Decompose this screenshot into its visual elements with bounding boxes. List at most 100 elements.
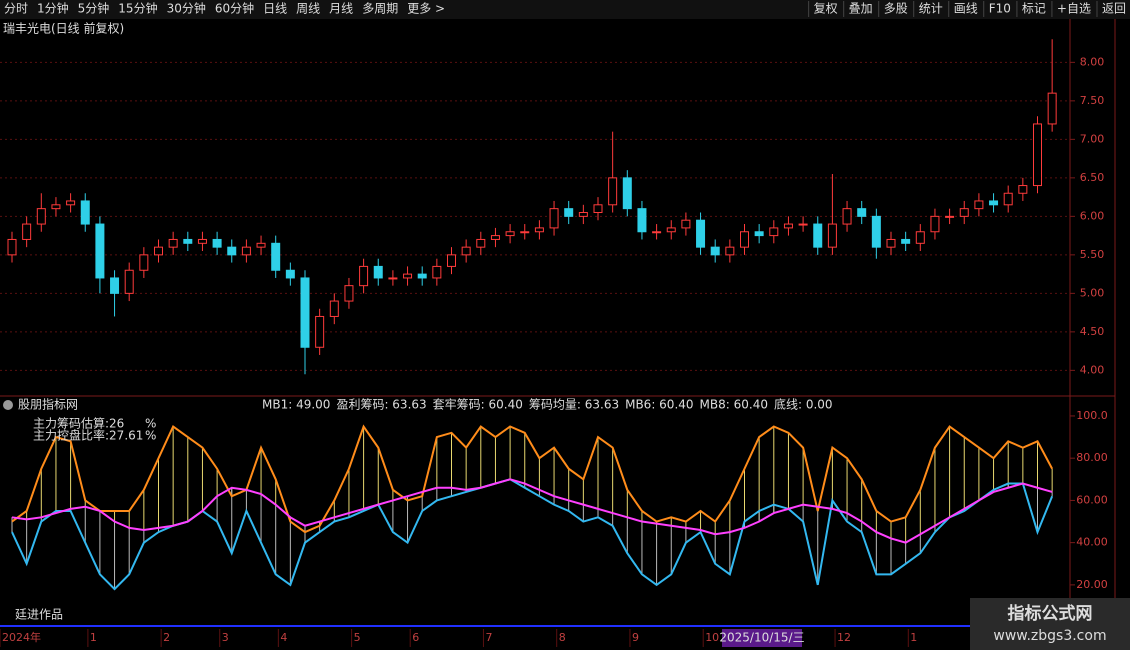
period-tab[interactable]: 分时 (4, 2, 28, 16)
candle-body (652, 231, 662, 234)
annotation-label: 主力筹码估算: (33, 416, 109, 431)
candle-body (696, 219, 706, 248)
candle-body (22, 223, 32, 240)
annotation-value: 26 (109, 417, 124, 431)
candle-body (300, 277, 310, 348)
period-tab[interactable]: 月线 (329, 2, 353, 16)
toolbar-button[interactable]: 返回 (1102, 2, 1126, 16)
candle-body (534, 227, 544, 233)
period-tab[interactable]: 周线 (296, 2, 320, 16)
candle-body (241, 246, 251, 256)
candle-body (80, 200, 90, 225)
candle-body (989, 200, 999, 206)
candle-body (622, 177, 632, 210)
candle-body (329, 300, 339, 317)
candle-body (783, 223, 793, 229)
candle-body (51, 204, 61, 210)
candle-body (388, 277, 398, 280)
period-tab[interactable]: 更多 > (407, 2, 445, 16)
candle-body (212, 238, 222, 248)
candle-body (930, 215, 940, 233)
candle-body (417, 273, 427, 279)
candle-body (1047, 92, 1057, 125)
period-tab[interactable]: 1分钟 (37, 1, 69, 16)
candle-body (139, 254, 149, 271)
toolbar-bg (0, 0, 1130, 19)
annotation-unit: % (145, 429, 156, 443)
x-tick-label: 6 (412, 631, 419, 644)
x-tick-label: 1 (910, 631, 917, 644)
period-tab[interactable]: 日线 (263, 2, 287, 16)
period-tab[interactable]: 60分钟 (215, 1, 254, 16)
legend-entry: 筹码均量: 63.63 (529, 398, 619, 412)
candle-body (285, 269, 295, 279)
toolbar-button[interactable]: 叠加 (849, 2, 873, 16)
candle-body (1018, 185, 1028, 194)
collapse-icon[interactable] (3, 400, 13, 410)
candle-body (945, 215, 955, 218)
y-tick-label: 80.00 (1076, 451, 1108, 464)
legend-entry: 盈利筹码: 63.63 (336, 398, 426, 412)
y-tick-label: 8.00 (1080, 55, 1105, 68)
y-tick-label: 40.00 (1076, 536, 1108, 549)
y-tick-label: 5.50 (1080, 248, 1105, 261)
candle-body (549, 208, 559, 229)
candle-body (168, 238, 178, 248)
candle-body (842, 208, 852, 225)
candle-body (901, 238, 911, 244)
candle-body (886, 238, 896, 248)
candle-body (520, 231, 530, 234)
x-tick-label: 4 (280, 631, 287, 644)
annotation-unit: % (145, 417, 156, 431)
legend-entry: MB8: 60.40 (700, 398, 768, 412)
candle-body (754, 231, 764, 237)
candle-body (359, 265, 369, 287)
period-tab[interactable]: 30分钟 (167, 1, 206, 16)
watermark-title: 指标公式网 (1008, 603, 1093, 624)
candle-body (183, 238, 193, 244)
legend-entry: 底线: 0.00 (774, 397, 833, 412)
candle-body (373, 265, 383, 279)
x-tick-label: 10 (705, 631, 719, 644)
toolbar-button[interactable]: 画线 (954, 2, 978, 16)
candle-body (915, 231, 925, 244)
candle-body (95, 223, 105, 279)
period-tab[interactable]: 多周期 (362, 2, 398, 16)
annotation-value: 27.61 (109, 429, 143, 443)
toolbar-button[interactable]: 标记 (1022, 2, 1046, 16)
toolbar-button[interactable]: F10 (989, 2, 1011, 16)
toolbar-button[interactable]: 多股 (884, 2, 908, 16)
candle-body (403, 273, 413, 279)
candle-body (769, 227, 779, 237)
candle-body (871, 215, 881, 248)
candle-body (681, 219, 691, 229)
candle-body (813, 223, 823, 248)
candle-body (256, 242, 266, 248)
toolbar-button[interactable]: 统计 (919, 2, 943, 16)
x-tick-label: 1 (90, 631, 97, 644)
candle-body (637, 208, 647, 233)
author: 廷进作品 (15, 608, 63, 622)
candle-body (1003, 192, 1013, 206)
x-tick-label: 2 (163, 631, 170, 644)
candle-body (154, 246, 163, 256)
legend-entry: MB6: 60.40 (625, 398, 693, 412)
candle-body (315, 315, 325, 348)
series-line (11, 478, 1053, 544)
series-line (11, 478, 1054, 591)
toolbar-button[interactable]: 复权 (814, 2, 838, 16)
cursor-date-bg (722, 629, 802, 647)
candle-body (432, 265, 442, 279)
candle-body (608, 177, 618, 206)
toolbar-button[interactable]: +自选 (1057, 2, 1091, 16)
candle-body (197, 238, 207, 244)
candle-body (490, 235, 500, 240)
cursor-date: 2025/10/15/三 (719, 631, 804, 645)
candle-body (476, 238, 486, 248)
period-tab[interactable]: 5分钟 (78, 1, 110, 16)
x-tick-label: 7 (485, 631, 492, 644)
candle-body (710, 246, 720, 256)
y-tick-label: 5.00 (1080, 286, 1105, 299)
period-tab[interactable]: 15分钟 (118, 1, 157, 16)
